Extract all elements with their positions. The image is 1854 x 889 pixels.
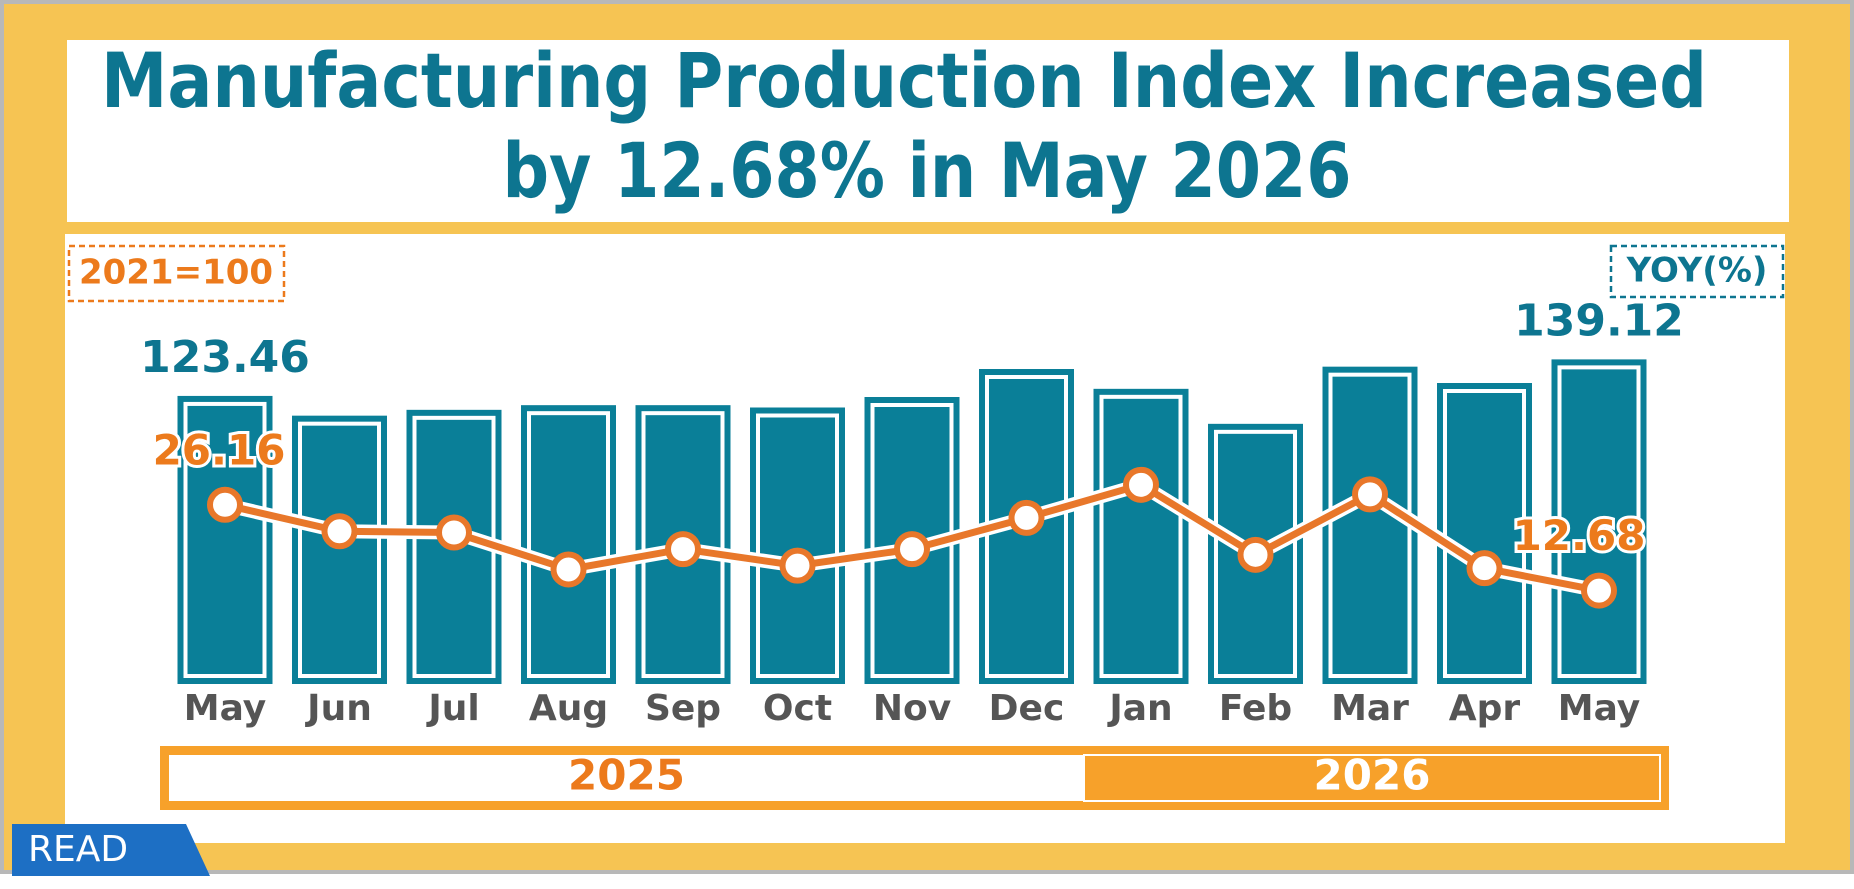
yoy-point xyxy=(894,531,930,568)
x-tick-label: Dec xyxy=(989,688,1065,729)
bar-inner xyxy=(756,413,839,678)
y2-axis-label: YOY(%) xyxy=(1626,251,1768,291)
yoy-value-label: 26.16 xyxy=(153,425,286,474)
bar-value-label: 139.12 xyxy=(1514,295,1684,346)
yoy-point xyxy=(1352,476,1388,513)
yoy-value-label: 12.68 xyxy=(1513,511,1646,560)
bar xyxy=(1093,388,1189,684)
read-tag-label[interactable]: READ xyxy=(28,829,128,870)
yoy-point xyxy=(550,551,587,588)
x-tick-label: May xyxy=(1558,688,1640,729)
bar xyxy=(1551,359,1647,684)
base-box xyxy=(67,244,286,303)
bar xyxy=(1322,366,1418,684)
bar xyxy=(177,395,273,684)
bar xyxy=(750,407,845,684)
x-tick-label: Jan xyxy=(1106,688,1172,729)
bar-inner xyxy=(1557,365,1641,678)
yoy-point xyxy=(779,547,816,584)
chart-title: by 12.68% in May 2026 xyxy=(503,126,1352,215)
x-tick-label: Jul xyxy=(425,688,479,729)
bar xyxy=(521,405,616,684)
bar-inner xyxy=(527,411,610,678)
year-segment xyxy=(169,755,1084,801)
title-box xyxy=(67,40,1789,222)
year-segment xyxy=(1083,754,1661,802)
bar-value-label: 123.46 xyxy=(140,332,310,383)
x-tick-label: Sep xyxy=(645,688,721,729)
base-label: 2021=100 xyxy=(79,253,273,293)
yoy-point xyxy=(665,531,701,568)
bar xyxy=(1437,383,1532,684)
x-tick-label: May xyxy=(184,688,266,729)
yoy-point xyxy=(1466,550,1503,587)
yoy-point xyxy=(1123,466,1159,503)
x-tick-label: Feb xyxy=(1219,688,1292,729)
x-tick-label: Aug xyxy=(529,688,608,729)
yoy-point xyxy=(207,486,243,523)
x-tick-label: Apr xyxy=(1449,688,1521,729)
bar-inner xyxy=(1214,429,1297,679)
yoy-point xyxy=(1237,536,1274,573)
read-tag[interactable] xyxy=(12,824,210,876)
bar-inner xyxy=(298,421,381,678)
bar-inner xyxy=(641,411,725,678)
bar xyxy=(292,415,387,684)
yoy-point xyxy=(1008,499,1045,536)
bar-inner xyxy=(183,401,267,678)
yoy-point xyxy=(436,514,472,551)
y2-box xyxy=(1609,244,1785,299)
bar-inner xyxy=(1099,394,1183,678)
chart-title: Manufacturing Production Index Increased xyxy=(101,36,1707,125)
yoy-point xyxy=(321,513,358,550)
x-tick-label: Oct xyxy=(763,688,832,729)
year-label: 2026 xyxy=(1314,751,1431,800)
x-tick-label: Mar xyxy=(1331,688,1409,729)
bar-inner xyxy=(1443,389,1526,678)
yoy-point xyxy=(1581,572,1617,609)
year-label: 2025 xyxy=(568,751,685,800)
x-tick-label: Nov xyxy=(873,688,951,729)
x-tick-label: Jun xyxy=(304,688,372,729)
